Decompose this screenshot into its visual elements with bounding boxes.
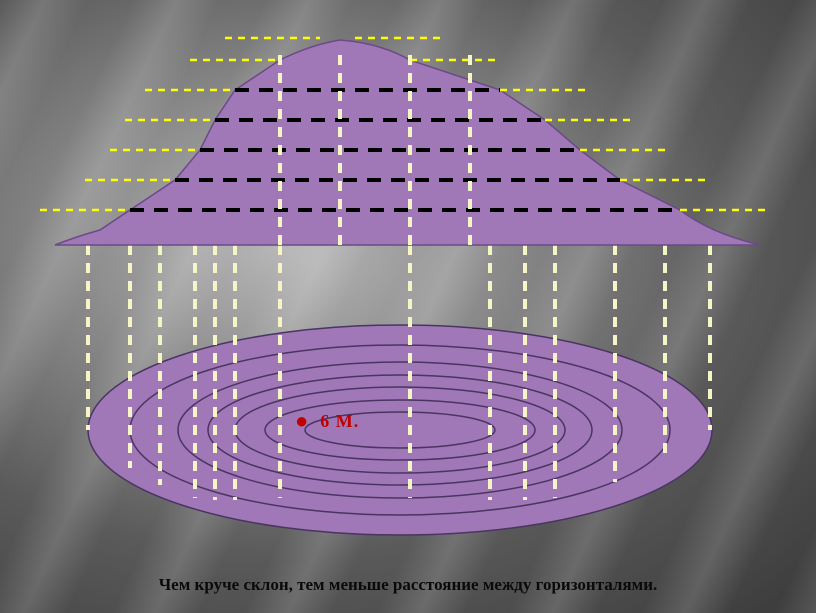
peak-dot: ● [295,408,309,433]
diagram-svg [0,0,816,613]
hill-profile [55,40,760,245]
peak-label: ● 6 М. [295,408,359,434]
caption-text: Чем круче склон, тем меньше расстояние м… [0,575,816,595]
contour-ring-0 [88,325,712,535]
contour-map [88,325,712,535]
peak-value: 6 М. [320,411,359,431]
